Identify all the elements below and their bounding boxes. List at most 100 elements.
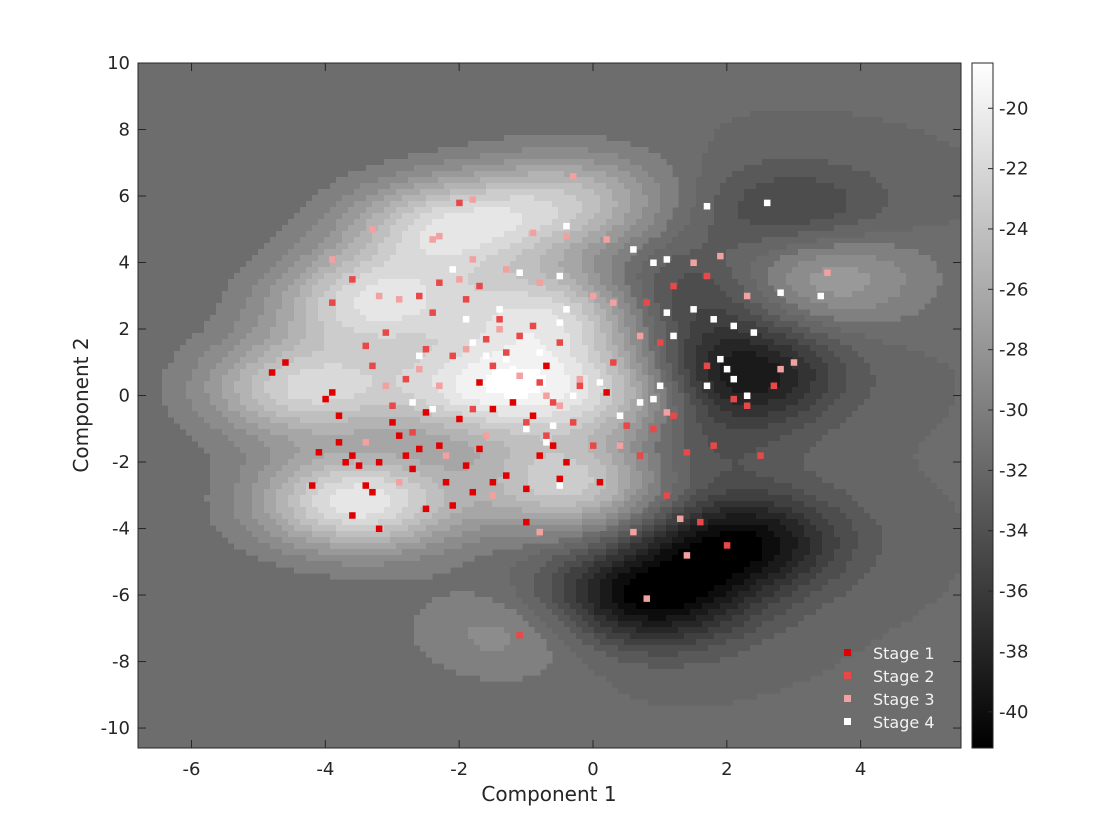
contour-cell (312, 375, 319, 382)
contour-cell (756, 309, 763, 316)
contour-cell (288, 345, 295, 352)
contour-cell (612, 309, 619, 316)
contour-cell (486, 405, 493, 412)
contour-cell (396, 177, 403, 184)
plot-area (137, 62, 962, 749)
contour-cell (504, 183, 511, 190)
contour-cell (858, 135, 865, 142)
contour-cell (402, 321, 409, 328)
contour-cell (708, 141, 715, 148)
contour-cell (924, 369, 931, 376)
contour-cell (462, 213, 469, 220)
contour-cell (582, 321, 589, 328)
contour-cell (678, 261, 685, 268)
contour-cell (882, 243, 889, 250)
contour-cell (360, 249, 367, 256)
contour-cell (750, 159, 757, 166)
contour-cell (426, 297, 433, 304)
contour-cell (324, 219, 331, 226)
contour-cell (180, 405, 187, 412)
contour-cell (606, 249, 613, 256)
contour-cell (492, 147, 499, 154)
contour-cell (342, 183, 349, 190)
contour-cell (534, 339, 541, 346)
contour-cell (204, 375, 211, 382)
contour-cell (384, 195, 391, 202)
contour-cell (390, 393, 397, 400)
contour-cell (546, 249, 553, 256)
contour-cell (714, 315, 721, 322)
contour-cell (684, 333, 691, 340)
contour-cell (342, 387, 349, 394)
contour-cell (870, 153, 877, 160)
contour-cell (894, 297, 901, 304)
contour-cell (432, 375, 439, 382)
contour-cell (522, 213, 529, 220)
contour-cell (924, 381, 931, 388)
contour-cell (558, 387, 565, 394)
contour-cell (534, 273, 541, 280)
contour-cell (456, 363, 463, 370)
contour-cell (672, 315, 679, 322)
contour-cell (738, 249, 745, 256)
contour-cell (216, 309, 223, 316)
contour-cell (816, 303, 823, 310)
contour-cell (276, 381, 283, 388)
contour-cell (702, 327, 709, 334)
contour-cell (666, 315, 673, 322)
contour-cell (576, 297, 583, 304)
contour-cell (276, 351, 283, 358)
contour-cell (684, 225, 691, 232)
contour-cell (342, 189, 349, 196)
contour-cell (432, 339, 439, 346)
contour-cell (924, 267, 931, 274)
contour-cell (426, 171, 433, 178)
contour-cell (384, 369, 391, 376)
contour-cell (630, 381, 637, 388)
contour-cell (540, 237, 547, 244)
contour-cell (654, 183, 661, 190)
contour-cell (504, 291, 511, 298)
contour-cell (378, 315, 385, 322)
contour-cell (714, 249, 721, 256)
contour-cell (378, 243, 385, 250)
contour-cell (360, 267, 367, 274)
contour-cell (474, 345, 481, 352)
contour-cell (600, 357, 607, 364)
contour-cell (762, 111, 769, 118)
contour-cell (498, 261, 505, 268)
contour-cell (804, 111, 811, 118)
contour-cell (384, 375, 391, 382)
contour-cell (570, 147, 577, 154)
contour-cell (816, 393, 823, 400)
contour-cell (168, 399, 175, 406)
contour-cell (210, 393, 217, 400)
contour-cell (420, 375, 427, 382)
contour-cell (696, 219, 703, 226)
contour-cell (492, 189, 499, 196)
contour-cell (762, 135, 769, 142)
contour-cell (870, 117, 877, 124)
contour-cell (384, 219, 391, 226)
contour-cell (402, 387, 409, 394)
contour-cell (822, 399, 829, 406)
contour-cell (342, 297, 349, 304)
contour-cell (432, 321, 439, 328)
contour-cell (294, 333, 301, 340)
contour-cell (402, 183, 409, 190)
contour-cell (246, 375, 253, 382)
contour-cell (504, 219, 511, 226)
contour-cell (594, 273, 601, 280)
contour-cell (492, 333, 499, 340)
contour-cell (402, 261, 409, 268)
contour-cell (852, 387, 859, 394)
contour-cell (708, 351, 715, 358)
contour-cell (912, 297, 919, 304)
contour-cell (540, 135, 547, 142)
contour-cell (582, 207, 589, 214)
contour-cell (534, 369, 541, 376)
contour-cell (426, 309, 433, 316)
contour-cell (918, 135, 925, 142)
contour-cell (762, 393, 769, 400)
contour-cell (510, 261, 517, 268)
